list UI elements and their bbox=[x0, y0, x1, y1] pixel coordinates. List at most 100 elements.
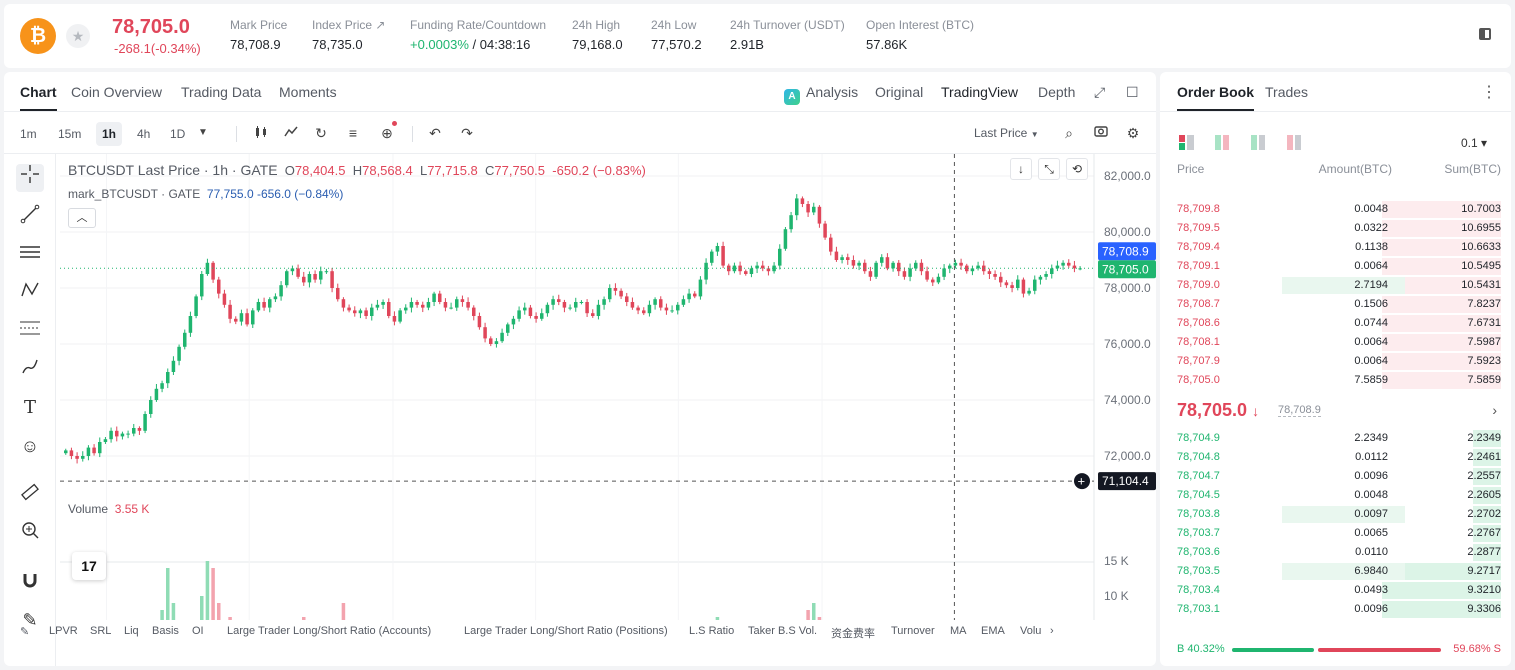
ask-row[interactable]: 78,709.0 2.7194 10.5431 bbox=[1160, 276, 1511, 295]
layout-bids-icon[interactable] bbox=[1251, 135, 1267, 151]
tab-order-book[interactable]: Order Book bbox=[1177, 84, 1255, 111]
brush-icon[interactable] bbox=[16, 356, 44, 384]
ask-sum: 7.6731 bbox=[1467, 317, 1501, 329]
ask-row[interactable]: 78,709.4 0.1138 10.6633 bbox=[1160, 238, 1511, 257]
chevron-right-icon[interactable]: › bbox=[1492, 402, 1497, 418]
indicator-funding-rate[interactable]: 资金费率 bbox=[831, 628, 875, 640]
collapse-arrows-icon[interactable]: ⤡ bbox=[1038, 158, 1060, 180]
candle-body bbox=[987, 271, 992, 274]
more-menu-icon[interactable]: ⋮ bbox=[1481, 84, 1497, 101]
collapse-legend-button[interactable]: ︿ bbox=[68, 208, 96, 228]
book-icon[interactable] bbox=[1477, 26, 1495, 44]
crosshair-icon[interactable] bbox=[16, 164, 44, 192]
indicator-turnover[interactable]: Turnover bbox=[891, 625, 935, 637]
bid-amount: 0.0065 bbox=[1354, 527, 1388, 539]
trendline-icon[interactable] bbox=[16, 204, 44, 232]
bid-row[interactable]: 78,703.6 0.0110 2.2877 bbox=[1160, 543, 1511, 562]
plus-glyph: + bbox=[1078, 474, 1086, 489]
expand-icon[interactable]: ⤢ bbox=[1094, 84, 1106, 100]
add-indicator-icon[interactable]: ⊕ bbox=[378, 121, 397, 142]
fib-icon[interactable] bbox=[16, 318, 44, 346]
tab-original[interactable]: Original bbox=[875, 84, 924, 100]
cycle-icon[interactable]: ⟲ bbox=[1066, 158, 1088, 180]
ask-row[interactable]: 78,705.0 7.5859 7.5859 bbox=[1160, 371, 1511, 390]
chevron-right-icon[interactable]: › bbox=[1050, 625, 1054, 637]
timeframe-1m[interactable]: 1m bbox=[20, 127, 37, 141]
magnet-icon[interactable] bbox=[16, 570, 44, 598]
bid-row[interactable]: 78,703.7 0.0065 2.2767 bbox=[1160, 524, 1511, 543]
ask-row[interactable]: 78,708.7 0.1506 7.8237 bbox=[1160, 295, 1511, 314]
bid-row[interactable]: 78,703.5 6.9840 9.2717 bbox=[1160, 562, 1511, 581]
indicator-taker-vol[interactable]: Taker B.S Vol. bbox=[748, 625, 818, 637]
pencil-lock-icon[interactable]: ✎ bbox=[22, 610, 38, 630]
pattern-icon[interactable] bbox=[16, 280, 44, 308]
layout-both-icon[interactable] bbox=[1179, 135, 1195, 151]
indicator-volume[interactable]: Volu bbox=[1020, 625, 1042, 637]
bid-row[interactable]: 78,704.9 2.2349 2.2349 bbox=[1160, 429, 1511, 448]
precision-select[interactable]: 0.1 ▾ bbox=[1460, 136, 1487, 150]
camera-icon[interactable] bbox=[1092, 124, 1110, 142]
ask-row[interactable]: 78,708.6 0.0744 7.6731 bbox=[1160, 314, 1511, 333]
timeframe-15m[interactable]: 15m bbox=[58, 127, 82, 141]
tab-trades[interactable]: Trades bbox=[1265, 84, 1309, 100]
bid-row[interactable]: 78,703.8 0.0097 2.2702 bbox=[1160, 505, 1511, 524]
candle-type-icon[interactable] bbox=[252, 124, 270, 142]
redo-icon[interactable]: ↷ bbox=[461, 125, 473, 141]
candle-body bbox=[103, 439, 108, 442]
indicator-ma[interactable]: MA bbox=[950, 625, 967, 637]
horizontal-lines-icon[interactable] bbox=[16, 242, 44, 270]
bid-row[interactable]: 78,703.1 0.0096 9.3306 bbox=[1160, 600, 1511, 619]
refresh-icon[interactable]: ↻ bbox=[315, 125, 327, 141]
tab-trading-data[interactable]: Trading Data bbox=[181, 84, 262, 100]
indicators-icon[interactable] bbox=[282, 124, 300, 142]
stat-index-price[interactable]: Index Price ↗ 78,735.0 bbox=[312, 18, 386, 52]
ask-row[interactable]: 78,709.5 0.0322 10.6955 bbox=[1160, 219, 1511, 238]
zoom-in-icon[interactable] bbox=[16, 520, 44, 548]
chevron-down-icon[interactable]: ▼ bbox=[198, 127, 208, 138]
search-icon[interactable]: ⌕ bbox=[1065, 125, 1073, 141]
ask-row[interactable]: 78,709.8 0.0048 10.7003 bbox=[1160, 200, 1511, 219]
indicator-basis[interactable]: Basis bbox=[152, 625, 179, 637]
y-tick-label: 72,000.0 bbox=[1104, 449, 1151, 463]
window-icon[interactable]: ☐ bbox=[1126, 84, 1139, 100]
indicator-ls-ratio[interactable]: L.S Ratio bbox=[689, 625, 735, 637]
ask-row[interactable]: 78,708.1 0.0064 7.5987 bbox=[1160, 333, 1511, 352]
indicator-large-trader-accounts[interactable]: Large Trader Long/Short Ratio (Accounts) bbox=[227, 625, 432, 637]
tab-analysis[interactable]: A Analysis bbox=[784, 84, 858, 105]
text-tool-icon[interactable]: T bbox=[23, 397, 36, 418]
tab-coin-overview[interactable]: Coin Overview bbox=[71, 84, 163, 100]
candle-body bbox=[166, 372, 170, 384]
bid-row[interactable]: 78,703.4 0.0493 9.3210 bbox=[1160, 581, 1511, 600]
emoji-icon[interactable]: ☺ bbox=[20, 436, 40, 456]
layout-asks-icon[interactable] bbox=[1287, 135, 1303, 151]
timeframe-4h[interactable]: 4h bbox=[137, 127, 151, 141]
tab-chart[interactable]: Chart bbox=[20, 84, 57, 111]
ask-row[interactable]: 78,709.1 0.0064 10.5495 bbox=[1160, 257, 1511, 276]
pencil-icon[interactable]: ✎ bbox=[20, 626, 30, 638]
bid-row[interactable]: 78,704.5 0.0048 2.2605 bbox=[1160, 486, 1511, 505]
timeframe-1h[interactable]: 1h bbox=[96, 122, 123, 146]
candle-body bbox=[404, 307, 408, 311]
arrow-down-icon[interactable]: ↓ bbox=[1010, 158, 1032, 180]
gear-icon[interactable]: ⚙ bbox=[1126, 125, 1140, 141]
templates-icon[interactable]: ≡ bbox=[348, 125, 358, 141]
undo-icon[interactable]: ↶ bbox=[429, 125, 441, 141]
indicator-srl[interactable]: SRL bbox=[90, 625, 112, 637]
tab-depth[interactable]: Depth bbox=[1038, 84, 1076, 100]
indicator-liq[interactable]: Liq bbox=[124, 625, 139, 637]
indicator-lpvr[interactable]: LPVR bbox=[49, 625, 78, 637]
indicator-oi[interactable]: OI bbox=[192, 625, 204, 637]
bid-row[interactable]: 78,704.8 0.0112 2.2461 bbox=[1160, 448, 1511, 467]
bid-row[interactable]: 78,704.7 0.0096 2.2557 bbox=[1160, 467, 1511, 486]
ruler-icon[interactable] bbox=[16, 482, 44, 510]
price-source-select[interactable]: Last Price ▼ bbox=[974, 126, 1039, 140]
tab-tradingview[interactable]: TradingView bbox=[941, 84, 1019, 100]
indicator-large-trader-positions[interactable]: Large Trader Long/Short Ratio (Positions… bbox=[464, 625, 668, 637]
tab-moments[interactable]: Moments bbox=[279, 84, 337, 100]
timeframe-1d[interactable]: 1D bbox=[170, 127, 186, 141]
indicator-ema[interactable]: EMA bbox=[981, 625, 1005, 637]
layout-asks-bids-icon[interactable] bbox=[1215, 135, 1231, 151]
favorite-star-icon[interactable]: ★ bbox=[66, 24, 90, 48]
price-chart[interactable]: 82,000.0 80,000.0 78,000.0 76,000.0 74,000.0… bbox=[60, 154, 1156, 620]
ask-row[interactable]: 78,707.9 0.0064 7.5923 bbox=[1160, 352, 1511, 371]
